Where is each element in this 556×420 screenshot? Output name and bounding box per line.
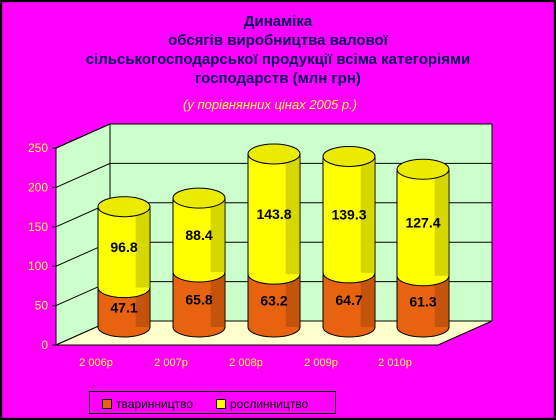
bar-top-cap [172, 187, 226, 209]
legend-swatch-livestock [102, 398, 112, 409]
bar-shading [434, 275, 449, 327]
bar-segment-рослинництво-2 009р [322, 155, 376, 284]
bar-segment-рослинництво-2 007р [172, 197, 226, 283]
title-line-1: Динаміка [243, 13, 313, 30]
chart-subtitle: (у порівнянних цінах 2005 р.) [183, 97, 357, 112]
data-label: 47.1 [110, 299, 137, 315]
legend-item-crops: рослинництво [216, 396, 309, 411]
data-label: 88.4 [185, 227, 212, 243]
x-tick-label: 2 009р [304, 357, 338, 369]
data-label: 65.8 [185, 291, 212, 307]
data-label: 61.3 [409, 293, 436, 309]
bar-shading [360, 156, 375, 273]
bar-shading [135, 287, 150, 327]
bar-shading [360, 272, 375, 327]
bar-segment-тваринництво-2 009р [322, 272, 376, 338]
legend-item-livestock: тваринництво [102, 396, 194, 411]
bar-shading [434, 169, 449, 276]
x-tick-label: 2 008р [229, 357, 263, 369]
data-label: 63.2 [260, 293, 287, 309]
data-label: 139.3 [331, 207, 366, 223]
y-tick-label: 250 [28, 141, 48, 155]
data-label: 96.8 [110, 239, 137, 255]
bar-shading [210, 198, 225, 272]
y-tick-label: 0 [41, 338, 48, 352]
y-tick-label: 50 [35, 299, 49, 313]
legend-swatch-crops [216, 398, 226, 409]
data-label: 64.7 [335, 292, 362, 308]
bar-top-cap [322, 145, 376, 167]
bar-shading [285, 274, 300, 327]
y-tick-label: 150 [28, 220, 48, 234]
title-line-4: господарств (млн грн) [195, 70, 361, 87]
title-line-2: обсягів виробництва валової [168, 32, 388, 49]
gridline [55, 123, 492, 149]
bar-segment-рослинництво-2 010р [396, 168, 450, 287]
chart-legend: тваринництво рослинництво [89, 391, 336, 414]
y-tick-label: 100 [28, 259, 48, 273]
bar-top-cap [97, 196, 151, 218]
bar-top-cap [396, 158, 450, 180]
bar-segment-тваринництво-2 008р [247, 273, 301, 338]
legend-label-livestock: тваринництво [116, 396, 194, 411]
x-tick-label: 2 007р [154, 357, 188, 369]
bar-segment-рослинництво-2 008р [247, 153, 301, 285]
data-label: 127.4 [405, 215, 440, 231]
bar-top-cap [247, 143, 301, 165]
bar-segment-тваринництво-2 006р [97, 287, 151, 338]
x-tick-label: 2 006р [79, 357, 113, 369]
bar-shading [285, 153, 300, 275]
y-tick-label: 200 [28, 180, 48, 194]
chart-title: Динаміка обсягів виробництва валової сіл… [0, 12, 556, 88]
data-label: 143.8 [256, 206, 291, 222]
bar-segment-тваринництво-2 010р [396, 275, 450, 338]
bar-segment-рослинництво-2 006р [97, 206, 151, 299]
x-tick-label: 2 010р [378, 357, 412, 369]
bar-shading [135, 206, 150, 288]
legend-label-crops: рослинництво [230, 396, 309, 411]
bar-shading [210, 271, 225, 327]
title-line-3: сільськогосподарської продукції всіма ка… [85, 51, 471, 68]
bar-segment-тваринництво-2 007р [172, 271, 226, 338]
